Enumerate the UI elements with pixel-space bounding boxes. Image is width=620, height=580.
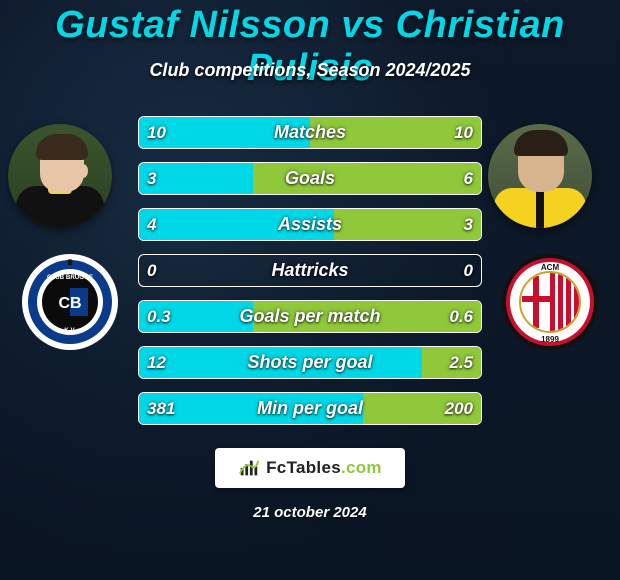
stat-label: Min per goal	[139, 393, 481, 424]
stat-row: 381200Min per goal	[138, 392, 482, 425]
player2-jersey-stripe	[536, 188, 544, 228]
fctables-text: FcTables.com	[266, 458, 382, 478]
infographic: Gustaf Nilsson vs Christian Pulisic Club…	[0, 0, 620, 580]
date-text: 21 october 2024	[0, 504, 620, 521]
player1-avatar	[8, 124, 112, 228]
club-brugge-crest-icon: ♛ CLUB BRUGGE K.V. CB	[20, 252, 120, 352]
svg-text:K.V.: K.V.	[64, 327, 76, 334]
stat-label: Matches	[139, 117, 481, 148]
ac-milan-crest-icon: ACM 1899	[500, 252, 600, 352]
fctables-text-b: .com	[341, 458, 382, 477]
stat-label: Shots per goal	[139, 347, 481, 378]
fctables-text-a: FcTables	[266, 458, 341, 477]
svg-text:ACM: ACM	[541, 263, 560, 272]
player1-hair	[36, 134, 88, 160]
stat-row: 43Assists	[138, 208, 482, 241]
svg-text:1899: 1899	[541, 335, 559, 344]
stat-label: Goals	[139, 163, 481, 194]
stat-label: Assists	[139, 209, 481, 240]
player2-avatar	[488, 124, 592, 228]
subtitle: Club competitions, Season 2024/2025	[0, 60, 620, 81]
player2-hair	[514, 130, 568, 156]
bar-chart-icon	[238, 457, 260, 479]
stat-label: Hattricks	[139, 255, 481, 286]
stat-row: 1010Matches	[138, 116, 482, 149]
stat-row: 36Goals	[138, 162, 482, 195]
player1-club-badge: ♛ CLUB BRUGGE K.V. CB	[20, 252, 120, 352]
player1-ear	[78, 164, 88, 178]
stat-row: 00Hattricks	[138, 254, 482, 287]
stat-row: 0.30.6Goals per match	[138, 300, 482, 333]
stats-table: 1010Matches 36Goals 43Assists 00Hattricks 0.…	[138, 116, 482, 438]
stat-row: 122.5Shots per goal	[138, 346, 482, 379]
svg-text:CB: CB	[58, 295, 81, 312]
svg-text:CLUB BRUGGE: CLUB BRUGGE	[47, 274, 93, 281]
player2-club-badge: ACM 1899	[500, 252, 600, 352]
stat-label: Goals per match	[139, 301, 481, 332]
svg-text:♛: ♛	[66, 258, 73, 267]
fctables-badge[interactable]: FcTables.com	[215, 448, 405, 488]
